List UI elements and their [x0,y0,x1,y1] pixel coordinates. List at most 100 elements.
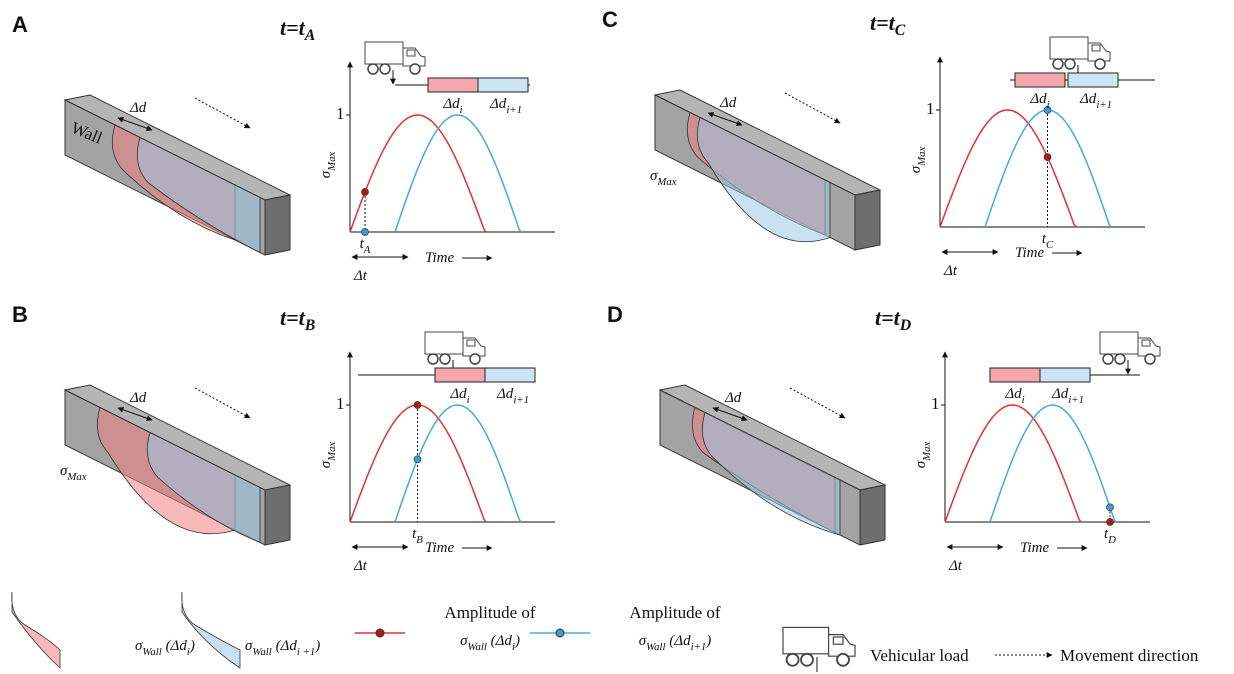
text-part: Wall [142,646,161,658]
sigma-max-label: σMax [650,168,677,188]
stress-blue [696,116,831,242]
dot-blue [361,228,369,236]
text-part: ) [314,638,320,654]
segment-i-label: Δdi [1029,91,1049,111]
time-mark-label: tA [360,236,371,256]
text-part: i [1022,394,1025,406]
text-part: σ [913,460,929,468]
dot-red [361,188,369,196]
text-part: i [187,646,190,658]
one-label: 1 [336,104,345,123]
wheel [836,652,850,667]
text-part: Δd [449,386,467,402]
text-part: i +1 [297,646,315,658]
y-axis-label: σMax [318,441,338,468]
text-part: t=t [870,10,896,35]
wheel [1094,58,1106,70]
wheel [469,353,481,365]
text-part: Δd [496,386,514,402]
text-part: t [412,526,417,542]
text-part: σ [639,633,647,649]
text-part: σ [460,633,468,649]
wheel [1114,353,1126,365]
truck-window [1141,339,1151,347]
text-part: σ [908,165,924,173]
segment-red [989,367,1041,383]
truck-body [1099,331,1139,355]
text-part: (Δd [487,633,513,649]
delta-t-label: Δt [943,263,958,279]
panel-letter: A [12,12,28,37]
panel-title: t=tC [870,10,906,39]
text-part: A [304,27,316,44]
wheel [427,353,439,365]
time-label: Time [1015,245,1045,261]
delta-t-label: Δt [353,268,368,284]
text-part: Wall [467,641,486,653]
curve-red [944,404,1082,523]
truck-body [782,626,830,655]
text-part: t [1042,231,1047,247]
truck-icon [782,626,856,667]
time-label: Time [1020,540,1050,556]
y-axis-label: σMax [908,146,928,173]
y-axis-label: σMax [913,441,933,468]
wheel [379,63,391,75]
dot-red [1106,518,1114,526]
movement-arrow [784,92,841,124]
time-mark-label: tB [412,526,423,546]
segment-i1-label: Δdi+1 [496,386,529,406]
text-part: i [512,641,515,653]
text-part: i [460,104,463,116]
stress-blue [146,431,261,544]
text-part: C [895,22,906,39]
wall-end [854,189,881,251]
curve-red [349,114,487,233]
text-part: σ [318,170,334,178]
segment-i1-label: Δdi+1 [1051,386,1084,406]
text-part: (Δd [272,638,298,654]
legend-wall-i: σWall (Δdi) [135,638,195,658]
segment-i1-label: Δdi+1 [489,96,522,116]
text-part: t [360,236,365,252]
delta-d-label: Δd [719,95,737,111]
truck-window [1091,44,1101,52]
dot-red [1043,153,1052,161]
wheel [439,353,451,365]
legend-amp-i-title: Amplitude of [444,603,535,622]
wall-end [859,484,886,546]
wheel [800,652,814,667]
text-part: D [1107,534,1116,546]
legend-movement: Movement direction [1060,646,1199,665]
segment-red [427,77,479,93]
stress-blue [136,136,261,254]
wall-end [264,484,291,546]
delta-d-label: Δd [129,390,147,406]
wheel [409,63,421,75]
dot-red [413,401,422,409]
delta-d-arrow [707,111,743,127]
curve-red [939,109,1077,228]
time-mark-label: tD [1104,526,1116,546]
legend-amp-i: σWall (Δdi) [460,633,520,653]
text-part: σ [245,638,253,654]
text-part: Wall [252,646,271,658]
stress-blue [701,411,841,536]
text-part: ) [705,633,711,649]
text-part: ) [514,633,520,649]
segment-i-label: Δdi [1004,386,1024,406]
wheel [1064,58,1076,70]
truck-body [364,41,404,65]
dot-blue [1043,106,1052,114]
text-part: i+1 [506,104,522,116]
truck-window [406,49,416,57]
time-label: Time [425,540,455,556]
wheel [1052,58,1064,70]
wheel [367,63,379,75]
text-part: Δd [1051,386,1069,402]
text-part: B [416,534,423,546]
panel-title: t=tD [875,305,912,334]
delta-t-label: Δt [353,558,368,574]
